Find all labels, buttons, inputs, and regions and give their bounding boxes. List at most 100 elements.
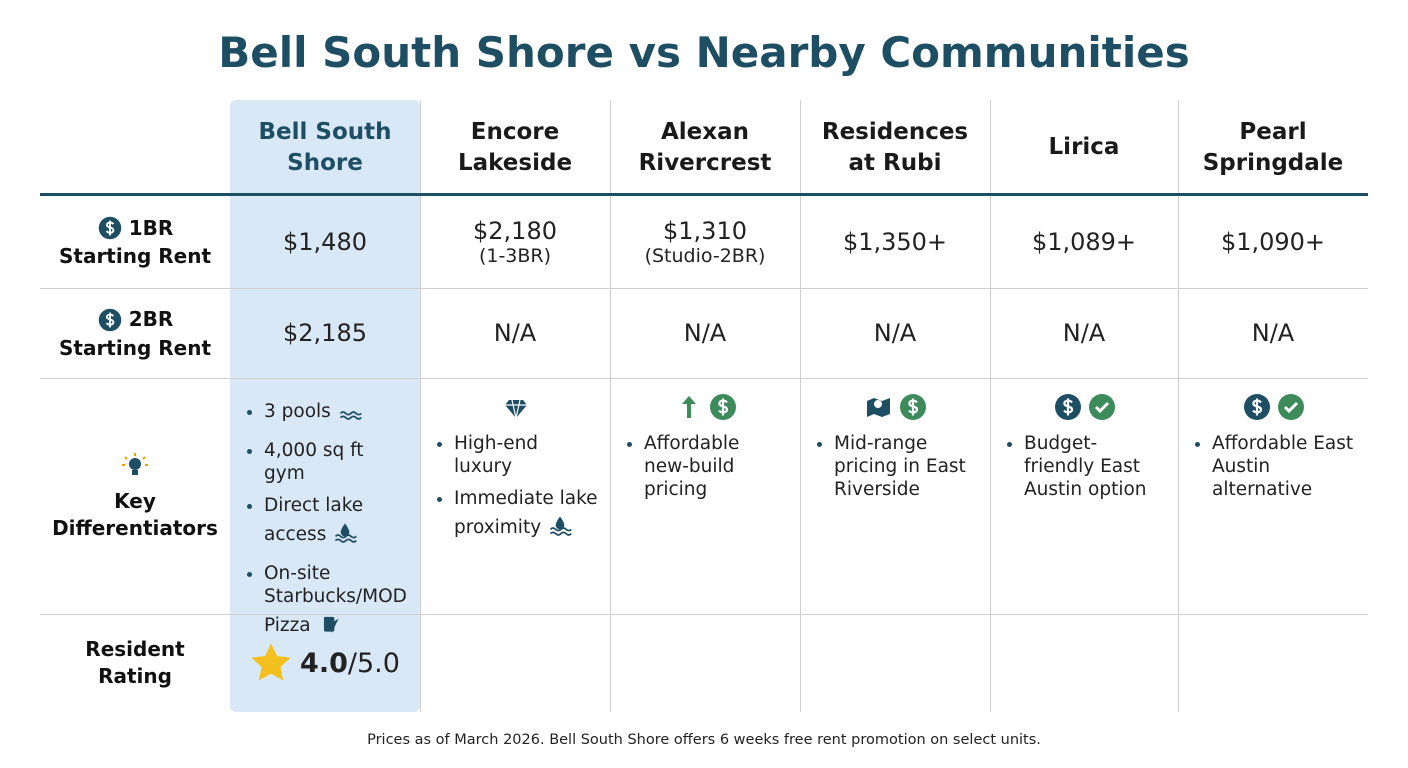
- highlight-column: [230, 100, 420, 712]
- icon: [900, 394, 926, 420]
- rating: 4.0/5.0: [300, 648, 400, 679]
- column-header: Lirica: [990, 100, 1178, 195]
- bullet-list: Budget-friendly East Austin option: [1004, 432, 1166, 510]
- price-cell: $1,089+: [990, 195, 1178, 288]
- icon: [1089, 394, 1115, 420]
- row-label: 1BR Starting Rent: [40, 195, 230, 288]
- icon: [251, 643, 291, 681]
- icon-row: [1004, 392, 1166, 424]
- bullet-item: 3 pools: [264, 394, 408, 430]
- price-cell: $1,350+: [800, 195, 990, 288]
- header-line: Springdale: [1202, 149, 1344, 176]
- price-cell: $1,310 (Studio-2BR): [610, 195, 800, 288]
- price-cell: N/A: [610, 288, 800, 378]
- icon-row: [434, 392, 598, 424]
- bullet-item: Direct lake access: [264, 494, 408, 553]
- price-cell: $2,185: [230, 288, 420, 378]
- label-text: Starting Rent: [58, 244, 212, 268]
- label-text: Key: [114, 488, 156, 513]
- icon: [549, 516, 572, 536]
- label-text: 1BR: [128, 215, 174, 240]
- icon: [339, 411, 362, 420]
- price: N/A: [1062, 319, 1106, 347]
- bullet-text: Affordable new-build pricing: [644, 433, 740, 500]
- icon: [682, 396, 696, 418]
- bullet-item: Affordable East Austin alternative: [1212, 432, 1356, 501]
- header-line: Rivercrest: [638, 149, 772, 176]
- label-text: Starting Rent: [58, 335, 212, 360]
- price: $1,089+: [1031, 227, 1137, 256]
- price: $2,185: [283, 319, 367, 347]
- bullet-item: Mid-range pricing in East Riverside: [834, 432, 978, 501]
- label-line: Resident: [85, 636, 184, 663]
- bullet-text: On-site Starbucks/MOD Pizza: [264, 563, 407, 636]
- price-note: (Studio-2BR): [644, 244, 766, 267]
- label-text: 2BR: [128, 307, 174, 331]
- bullet-text: Direct lake access: [264, 495, 364, 545]
- row-divider: [40, 288, 1368, 289]
- rating-score: 4.0: [300, 647, 348, 679]
- bullet-list: 3 pools 4,000 sq ft gym Direct lake acces…: [244, 394, 408, 653]
- price: $2,180: [473, 216, 557, 245]
- price: N/A: [683, 319, 727, 347]
- icon: [1055, 394, 1081, 420]
- header-line: Encore: [470, 118, 560, 145]
- label-line: 2BR: [97, 305, 174, 335]
- icon: [323, 616, 339, 633]
- column-header: Residences at Rubi: [800, 100, 990, 195]
- icon: [867, 398, 890, 417]
- row-divider: [40, 378, 1368, 379]
- bulb-icon: [119, 451, 151, 488]
- icon: [98, 308, 121, 331]
- price-cell: $1,090+: [1178, 195, 1368, 288]
- header-line: Bell South: [258, 118, 392, 145]
- row-label: 2BR Starting Rent: [40, 288, 230, 378]
- price: N/A: [1251, 319, 1295, 347]
- column-divider: [800, 100, 801, 712]
- price: $1,350+: [842, 227, 948, 256]
- price-note: (1-3BR): [478, 244, 552, 267]
- footnote: Prices as of March 2026. Bell South Shor…: [367, 732, 1041, 748]
- icon-row: [814, 392, 978, 424]
- bullet-text: Affordable East Austin alternative: [1212, 433, 1354, 500]
- bullet-text: 4,000 sq ft gym: [264, 440, 364, 484]
- bullet-item: 4,000 sq ft gym: [264, 439, 408, 485]
- price-cell: N/A: [990, 288, 1178, 378]
- row-divider: [40, 614, 1368, 615]
- price-cell: N/A: [420, 288, 610, 378]
- bullet-item: Affordable new-build pricing: [644, 432, 788, 501]
- icon-row: [624, 392, 788, 424]
- price-cell: N/A: [800, 288, 990, 378]
- label-line: 1BR: [97, 213, 174, 243]
- bullet-list: Affordable new-build pricing: [624, 432, 788, 510]
- icon: [335, 523, 358, 543]
- label-line: Starting Rent: [59, 243, 211, 270]
- rating-cell: 4.0/5.0: [230, 614, 420, 712]
- bullet-text: Mid-range pricing in East Riverside: [834, 433, 966, 500]
- header-line: Lirica: [1048, 134, 1120, 160]
- price-cell: N/A: [1178, 288, 1368, 378]
- header-line: Shore: [287, 149, 363, 176]
- icon-row: [1192, 392, 1356, 424]
- price-cell: $1,480: [230, 195, 420, 288]
- column-header: Alexan Rivercrest: [610, 100, 800, 195]
- price: $1,480: [283, 227, 367, 256]
- price: $1,090+: [1220, 227, 1326, 256]
- header-line: Residences: [821, 118, 969, 145]
- label-line: Starting Rent: [59, 335, 211, 362]
- bullet-item: Budget-friendly East Austin option: [1024, 432, 1166, 501]
- label-text: Differentiators: [52, 515, 218, 540]
- price: N/A: [873, 319, 917, 347]
- column-divider: [990, 100, 991, 712]
- bullet-item: On-site Starbucks/MOD Pizza: [264, 562, 408, 644]
- label-text: Rating: [98, 664, 172, 688]
- bullet-list: Mid-range pricing in East Riverside: [814, 432, 978, 510]
- bullet-text: High-end luxury: [454, 433, 539, 477]
- column-divider: [610, 100, 611, 712]
- bullet-text: Immediate lake proximity: [454, 488, 598, 538]
- bullet-text: Budget-friendly East Austin option: [1024, 433, 1147, 500]
- differentiators-cell: Budget-friendly East Austin option: [990, 378, 1178, 614]
- bullet-text: 3 pools: [264, 401, 331, 422]
- header-line: Alexan: [660, 118, 749, 145]
